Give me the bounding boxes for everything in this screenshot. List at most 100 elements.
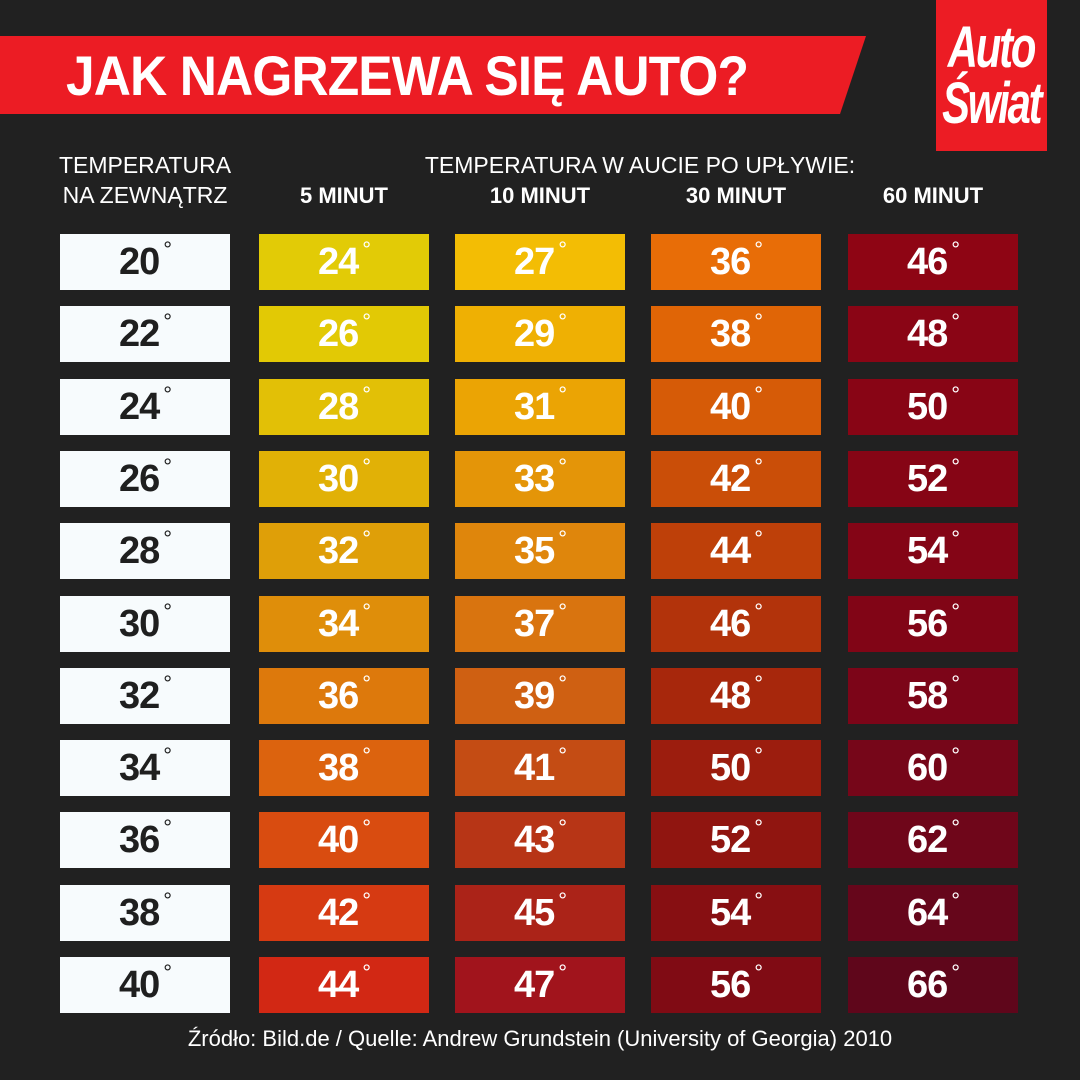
degree-symbol: ° bbox=[163, 599, 172, 624]
inside-temperature-cell-30-min: 50 ° bbox=[651, 740, 821, 796]
cell-value: 36 bbox=[118, 818, 160, 861]
inside-temperature-cell-30-min: 44 ° bbox=[651, 523, 821, 579]
degree-symbol: ° bbox=[951, 237, 960, 262]
inside-temperature-cell-30-min: 54 ° bbox=[651, 885, 821, 941]
inside-temperature-cell-5-min: 42 ° bbox=[259, 885, 429, 941]
outside-temperature-cell: 28 ° bbox=[60, 523, 230, 579]
degree-symbol: ° bbox=[163, 526, 172, 551]
inside-temperature-cell-30-min: 40 ° bbox=[651, 379, 821, 435]
column-header-60-min: 60 MINUT bbox=[882, 183, 984, 208]
degree-symbol: ° bbox=[163, 815, 172, 840]
cell-value: 58 bbox=[906, 674, 948, 717]
cell-value: 27 bbox=[513, 240, 555, 283]
column-header-30-min: 30 MINUT bbox=[685, 183, 787, 208]
degree-symbol: ° bbox=[163, 671, 172, 696]
outside-temperature-cell: 40 ° bbox=[60, 957, 230, 1013]
inside-temperature-cell-5-min: 28 ° bbox=[259, 379, 429, 435]
cell-value: 34 bbox=[118, 746, 160, 789]
cell-value: 39 bbox=[513, 674, 555, 717]
degree-symbol: ° bbox=[558, 671, 567, 696]
inside-temperature-cell-60-min: 58 ° bbox=[848, 668, 1018, 724]
logo-line-2: Świat bbox=[942, 70, 1042, 136]
cell-value: 41 bbox=[513, 746, 555, 789]
cell-value: 60 bbox=[906, 746, 948, 789]
inside-temperature-header: TEMPERATURA W AUCIE PO UPŁYWIE: bbox=[424, 152, 856, 178]
inside-temperature-cell-10-min: 33 ° bbox=[455, 451, 625, 507]
cell-value: 54 bbox=[709, 891, 751, 934]
inside-temperature-cell-10-min: 29 ° bbox=[455, 306, 625, 362]
outside-temperature-cell: 22 ° bbox=[60, 306, 230, 362]
inside-temperature-cell-10-min: 41 ° bbox=[455, 740, 625, 796]
cell-value: 66 bbox=[906, 963, 948, 1006]
cell-value: 26 bbox=[317, 312, 359, 355]
outside-temperature-cell: 26 ° bbox=[60, 451, 230, 507]
cell-value: 48 bbox=[709, 674, 751, 717]
cell-value: 37 bbox=[513, 602, 555, 645]
degree-symbol: ° bbox=[951, 671, 960, 696]
cell-value: 36 bbox=[709, 240, 751, 283]
outside-temperature-cell: 20 ° bbox=[60, 234, 230, 290]
cell-value: 24 bbox=[317, 240, 359, 283]
degree-symbol: ° bbox=[951, 815, 960, 840]
degree-symbol: ° bbox=[558, 888, 567, 913]
cell-value: 40 bbox=[317, 818, 359, 861]
cell-value: 54 bbox=[906, 529, 948, 572]
outside-temperature-cell: 32 ° bbox=[60, 668, 230, 724]
cell-value: 46 bbox=[906, 240, 948, 283]
inside-temperature-cell-60-min: 64 ° bbox=[848, 885, 1018, 941]
degree-symbol: ° bbox=[754, 671, 763, 696]
degree-symbol: ° bbox=[754, 454, 763, 479]
cell-value: 62 bbox=[906, 818, 948, 861]
degree-symbol: ° bbox=[754, 743, 763, 768]
degree-symbol: ° bbox=[754, 237, 763, 262]
cell-value: 47 bbox=[513, 963, 555, 1006]
outside-header-line-1: TEMPERATURA bbox=[58, 152, 232, 178]
inside-temperature-cell-5-min: 38 ° bbox=[259, 740, 429, 796]
title-banner bbox=[0, 36, 866, 114]
outside-temperature-cell: 34 ° bbox=[60, 740, 230, 796]
degree-symbol: ° bbox=[558, 454, 567, 479]
degree-symbol: ° bbox=[951, 454, 960, 479]
inside-temperature-cell-60-min: 50 ° bbox=[848, 379, 1018, 435]
degree-symbol: ° bbox=[951, 960, 960, 985]
cell-value: 22 bbox=[118, 312, 160, 355]
inside-temperature-cell-10-min: 39 ° bbox=[455, 668, 625, 724]
degree-symbol: ° bbox=[951, 888, 960, 913]
inside-temperature-cell-60-min: 66 ° bbox=[848, 957, 1018, 1013]
cell-value: 56 bbox=[709, 963, 751, 1006]
cell-value: 43 bbox=[513, 818, 555, 861]
cell-value: 42 bbox=[317, 891, 359, 934]
inside-temperature-cell-5-min: 26 ° bbox=[259, 306, 429, 362]
column-header-10-min: 10 MINUT bbox=[489, 183, 591, 208]
page-title: JAK NAGRZEWA SIĘ AUTO? bbox=[66, 44, 749, 107]
cell-value: 35 bbox=[513, 529, 555, 572]
cell-value: 29 bbox=[513, 312, 555, 355]
cell-value: 31 bbox=[513, 385, 555, 428]
inside-temperature-cell-10-min: 35 ° bbox=[455, 523, 625, 579]
degree-symbol: ° bbox=[362, 237, 371, 262]
inside-temperature-cell-60-min: 48 ° bbox=[848, 306, 1018, 362]
cell-value: 56 bbox=[906, 602, 948, 645]
degree-symbol: ° bbox=[754, 526, 763, 551]
cell-value: 30 bbox=[317, 457, 359, 500]
inside-temperature-cell-10-min: 37 ° bbox=[455, 596, 625, 652]
degree-symbol: ° bbox=[754, 960, 763, 985]
cell-value: 44 bbox=[317, 963, 359, 1006]
cell-value: 52 bbox=[906, 457, 948, 500]
auto-swiat-logo: Auto Świat bbox=[936, 0, 1047, 151]
degree-symbol: ° bbox=[951, 743, 960, 768]
degree-symbol: ° bbox=[163, 743, 172, 768]
cell-value: 36 bbox=[317, 674, 359, 717]
degree-symbol: ° bbox=[163, 237, 172, 262]
inside-temperature-cell-5-min: 32 ° bbox=[259, 523, 429, 579]
inside-temperature-cell-30-min: 52 ° bbox=[651, 812, 821, 868]
cell-value: 34 bbox=[317, 602, 359, 645]
degree-symbol: ° bbox=[754, 309, 763, 334]
degree-symbol: ° bbox=[951, 599, 960, 624]
degree-symbol: ° bbox=[754, 815, 763, 840]
degree-symbol: ° bbox=[754, 382, 763, 407]
inside-temperature-cell-30-min: 46 ° bbox=[651, 596, 821, 652]
degree-symbol: ° bbox=[558, 599, 567, 624]
cell-value: 38 bbox=[118, 891, 160, 934]
cell-value: 30 bbox=[118, 602, 160, 645]
